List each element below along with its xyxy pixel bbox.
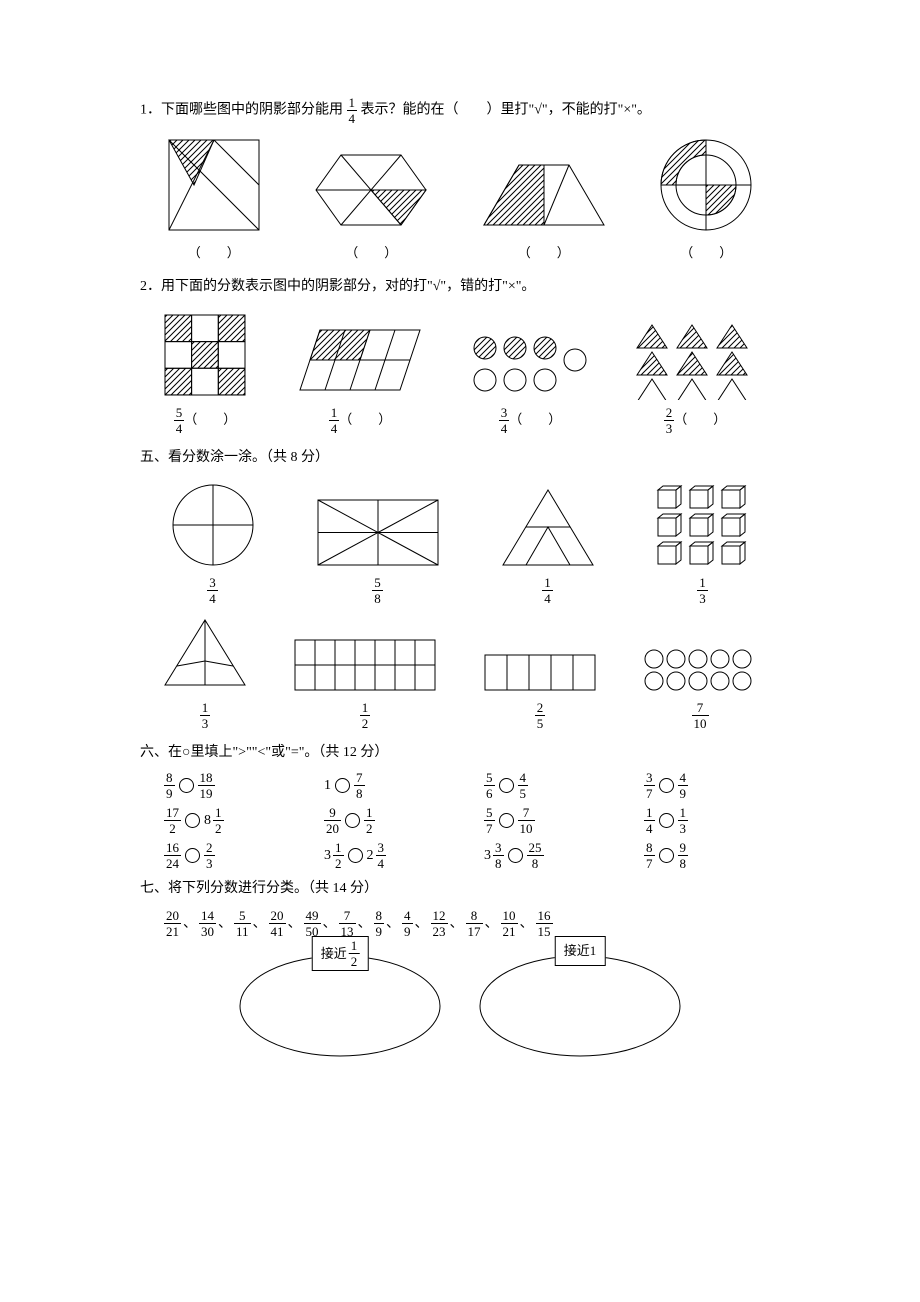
q2-label-3: 34（ ） bbox=[499, 406, 562, 435]
compare-circle[interactable] bbox=[185, 848, 200, 863]
q1-prefix: 1．下面哪些图中的阴影部分能用 bbox=[140, 103, 343, 118]
q6-item-5: 92012 bbox=[324, 806, 484, 835]
q5-fig-6: 12 bbox=[290, 635, 440, 730]
q7-frac-8: 1223 bbox=[431, 909, 448, 938]
q2-fig-3: 34（ ） bbox=[470, 330, 590, 435]
q1-blank-3[interactable]: （ ） bbox=[518, 241, 570, 264]
q7-frac-7: 49 bbox=[402, 909, 413, 938]
q5-fig-1: 34 bbox=[168, 480, 258, 605]
q1-fig-2: （ ） bbox=[311, 145, 431, 264]
q6-item-0: 891819 bbox=[164, 771, 324, 800]
q1-blank-2[interactable]: （ ） bbox=[345, 241, 397, 264]
q5-fig-2: 58 bbox=[313, 495, 443, 605]
q1-fig-3: （ ） bbox=[479, 155, 609, 264]
q5-fig-3: 14 bbox=[498, 485, 598, 605]
q7-ovals: 接近 12 接近1 bbox=[140, 946, 780, 1066]
compare-circle[interactable] bbox=[185, 813, 200, 828]
q6-item-9: 312234 bbox=[324, 841, 484, 870]
q2-text: 2．用下面的分数表示图中的阴影部分，对的打"√"，错的打"×"。 bbox=[140, 274, 780, 299]
q1-fig-4: （ ） bbox=[656, 135, 756, 264]
q6-item-3: 3749 bbox=[644, 771, 764, 800]
compare-circle[interactable] bbox=[335, 778, 350, 793]
q1-text: 1．下面哪些图中的阴影部分能用 14 表示？能的在（ ）里打"√"，不能的打"×… bbox=[140, 96, 780, 125]
q6-item-10: 338258 bbox=[484, 841, 644, 870]
compare-circle[interactable] bbox=[179, 778, 194, 793]
q1-square-icon bbox=[164, 135, 264, 235]
q7-frac-2: 511 bbox=[234, 909, 251, 938]
q7-frac-11: 1615 bbox=[536, 909, 553, 938]
q1-blank-1[interactable]: （ ） bbox=[188, 241, 240, 264]
q1-suffix: 表示？能的在（ ）里打"√"，不能的打"×"。 bbox=[361, 103, 651, 118]
q1-fig-1: （ ） bbox=[164, 135, 264, 264]
q2-figures: 54（ ） 14（ ） 34（ ） bbox=[140, 310, 780, 435]
q7-frac-10: 1021 bbox=[501, 909, 518, 938]
q5-fig-5: 13 bbox=[160, 615, 250, 730]
q2-fig-1: 54（ ） bbox=[160, 310, 250, 435]
compare-circle[interactable] bbox=[348, 848, 363, 863]
q2-para-icon bbox=[290, 320, 430, 400]
q6-grid: 89181917856453749 17281292012577101413 162… bbox=[164, 771, 780, 870]
q7-frac-9: 817 bbox=[466, 909, 483, 938]
q5-row1: 34 58 14 13 bbox=[140, 480, 780, 605]
compare-circle[interactable] bbox=[499, 813, 514, 828]
q6-item-4: 172812 bbox=[164, 806, 324, 835]
compare-circle[interactable] bbox=[499, 778, 514, 793]
q5-row2: 13 12 25 710 bbox=[140, 615, 780, 730]
q5-title: 五、看分数涂一涂。（共 8 分） bbox=[140, 445, 780, 470]
q2-label-4: 23（ ） bbox=[664, 406, 727, 435]
q7-label-half: 接近 12 bbox=[312, 936, 369, 971]
q6-item-7: 1413 bbox=[644, 806, 764, 835]
q6-item-1: 178 bbox=[324, 771, 484, 800]
q7-oval-one: 接近1 bbox=[475, 946, 685, 1066]
q7-frac-5: 713 bbox=[339, 909, 356, 938]
q7-list: 2021、1430、511、2041、4950、713、89、49、1223、8… bbox=[164, 909, 780, 938]
compare-circle[interactable] bbox=[659, 813, 674, 828]
q5-fig-8: 710 bbox=[640, 645, 760, 730]
compare-circle[interactable] bbox=[508, 848, 523, 863]
q7-oval-half: 接近 12 bbox=[235, 946, 445, 1066]
q1-trap-icon bbox=[479, 155, 609, 235]
q1-hex-icon bbox=[311, 145, 431, 235]
q2-fig-2: 14（ ） bbox=[290, 320, 430, 435]
q6-item-6: 57710 bbox=[484, 806, 644, 835]
compare-circle[interactable] bbox=[659, 778, 674, 793]
q1-frac: 14 bbox=[347, 96, 358, 125]
q6-title: 六、在○里填上">""<"或"="。（共 12 分） bbox=[140, 740, 780, 765]
q1-circle-icon bbox=[656, 135, 756, 235]
q7-frac-6: 89 bbox=[374, 909, 385, 938]
q7-frac-0: 2021 bbox=[164, 909, 181, 938]
q7-label-one: 接近1 bbox=[555, 936, 606, 965]
q6-item-2: 5645 bbox=[484, 771, 644, 800]
q2-tris-icon bbox=[630, 320, 760, 400]
q1-blank-4[interactable]: （ ） bbox=[680, 241, 732, 264]
q7-frac-4: 4950 bbox=[304, 909, 321, 938]
q2-fig-4: 23（ ） bbox=[630, 320, 760, 435]
q6-item-11: 8798 bbox=[644, 841, 764, 870]
compare-circle[interactable] bbox=[659, 848, 674, 863]
q2-label-2: 14（ ） bbox=[329, 406, 392, 435]
compare-circle[interactable] bbox=[345, 813, 360, 828]
q7-title: 七、将下列分数进行分类。（共 14 分） bbox=[140, 876, 780, 901]
q5-fig-7: 25 bbox=[480, 650, 600, 730]
q2-grid-icon bbox=[160, 310, 250, 400]
q5-fig-4: 13 bbox=[653, 485, 753, 605]
q1-figures: （ ） （ ） （ ） （ ） bbox=[140, 135, 780, 264]
q7-frac-3: 2041 bbox=[269, 909, 286, 938]
q6-item-8: 162423 bbox=[164, 841, 324, 870]
q7-frac-1: 1430 bbox=[199, 909, 216, 938]
q2-circles-icon bbox=[470, 330, 590, 400]
q2-label-1: 54（ ） bbox=[174, 406, 237, 435]
